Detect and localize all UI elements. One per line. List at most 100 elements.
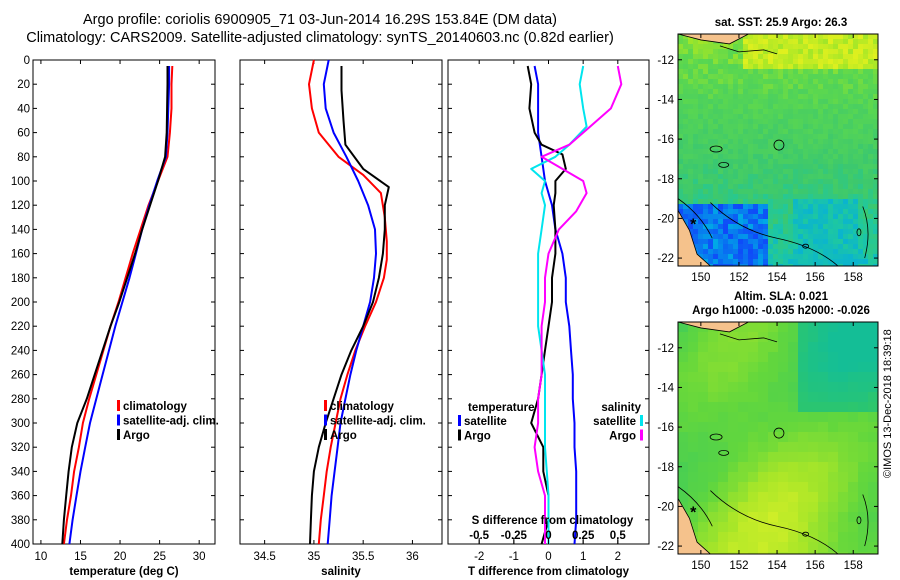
legend-salinity-title: salinity bbox=[601, 402, 641, 414]
depth-tick-label: 180 bbox=[11, 273, 30, 285]
legend-swatch bbox=[324, 400, 327, 411]
x-tick-label: 35.5 bbox=[352, 551, 374, 563]
lon-tick-label: 152 bbox=[729, 272, 748, 284]
depth-tick-label: 340 bbox=[11, 466, 30, 478]
reef-contour bbox=[856, 228, 862, 237]
differences-panel: -2 -1 0 1 2 T difference from climatology temp… bbox=[447, 59, 650, 578]
x-tick-label: 1 bbox=[580, 551, 586, 563]
sla-map-caption-line-2: Argo h1000: -0.035 h2000: -0.026 bbox=[692, 305, 870, 317]
reef-contour bbox=[862, 494, 869, 547]
x-tick-label: 2 bbox=[615, 551, 621, 563]
series-line-salinity-argo bbox=[533, 65, 623, 544]
differences-xlabel: T difference from climatology bbox=[468, 566, 630, 578]
lon-tick-label: 156 bbox=[806, 272, 825, 284]
lon-tick-label: 156 bbox=[806, 560, 825, 572]
salinity-axes-box bbox=[239, 59, 443, 545]
figure-title-line-1: Argo profile: coriolis 6900905_71 03-Jun… bbox=[83, 12, 557, 28]
depth-tick-label: 400 bbox=[11, 539, 30, 551]
s-diff-tick-label: 0.5 bbox=[610, 530, 627, 542]
lat-tick-label: -18 bbox=[657, 174, 674, 186]
legend-swatch bbox=[324, 414, 327, 426]
x-tick-label: 10 bbox=[35, 551, 48, 563]
legend-label: satellite bbox=[464, 416, 507, 428]
reef-contour bbox=[718, 449, 730, 456]
reef-contour bbox=[856, 516, 862, 525]
lat-tick-label: -12 bbox=[657, 343, 674, 355]
legend-label: climatology bbox=[123, 401, 188, 413]
depth-tick-label: 80 bbox=[17, 152, 30, 164]
s-diff-tick-label: 0 bbox=[545, 530, 551, 542]
x-tick-label: 36 bbox=[406, 551, 419, 563]
lat-tick-label: -18 bbox=[657, 462, 674, 474]
land-new-guinea bbox=[678, 322, 749, 333]
x-tick-label: 20 bbox=[114, 551, 127, 563]
depth-tick-label: 360 bbox=[11, 491, 30, 503]
legend-label: Argo bbox=[123, 430, 150, 442]
depth-tick-label: 140 bbox=[11, 224, 30, 236]
depth-tick-label: 300 bbox=[11, 418, 30, 430]
legend-swatch bbox=[324, 429, 327, 440]
reef-contour bbox=[678, 198, 713, 239]
sla-map: * 150 152 154 156 158 -12 -14 -16 -18 -20 -22 bbox=[657, 321, 879, 572]
temperature-panel: 0 20 40 60 80 100 120 140 160 180 200 220 240 260 280 3… bbox=[11, 55, 219, 578]
series-line-temperature-argo bbox=[526, 65, 567, 545]
sst-map-caption: sat. SST: 25.9 Argo: 26.3 bbox=[714, 17, 848, 29]
lat-tick-label: -16 bbox=[657, 422, 674, 434]
depth-tick-label: 160 bbox=[11, 249, 30, 261]
salinity-xlabel: salinity bbox=[321, 566, 361, 578]
lon-tick-label: 154 bbox=[767, 560, 787, 572]
series-line-temperature-satellite bbox=[533, 65, 578, 545]
sst-map: * 150 152 154 156 158 -12 -14 -16 -18 -20 -22 bbox=[657, 33, 879, 284]
lat-tick-label: -16 bbox=[657, 134, 674, 146]
depth-tick-label: 200 bbox=[11, 297, 30, 309]
x-tick-label: -1 bbox=[509, 551, 519, 563]
legend-temperature-argo: Argo bbox=[458, 429, 491, 443]
legend-swatch bbox=[640, 429, 643, 441]
legend-label: satellite-adj. clim. bbox=[123, 416, 219, 428]
x-tick-label: 34.5 bbox=[253, 551, 275, 563]
x-tick-label: 15 bbox=[74, 551, 87, 563]
legend-swatch bbox=[640, 415, 643, 426]
reef-contour bbox=[802, 243, 810, 249]
lat-tick-label: -20 bbox=[657, 501, 674, 513]
reef-contour bbox=[710, 202, 839, 266]
lon-tick-label: 152 bbox=[729, 560, 748, 572]
legend-label: satellite-adj. clim. bbox=[330, 416, 426, 428]
temperature-axes-box bbox=[32, 59, 216, 545]
temperature-xlabel: temperature (deg C) bbox=[69, 566, 178, 578]
series-line-argo bbox=[61, 66, 169, 545]
x-tick-label: 0 bbox=[545, 551, 551, 563]
sla-map-frame bbox=[677, 321, 879, 555]
s-diff-tick-label: 0.25 bbox=[572, 530, 595, 542]
depth-tick-label: 0 bbox=[24, 55, 30, 67]
legend-item-satellite-adj-clim-: satellite-adj. clim. bbox=[324, 414, 426, 428]
lon-tick-label: 150 bbox=[691, 272, 710, 284]
legend-swatch bbox=[117, 414, 120, 426]
lat-tick-label: -22 bbox=[657, 541, 674, 553]
lon-tick-label: 150 bbox=[691, 560, 710, 572]
reef-contour bbox=[710, 490, 839, 554]
legend-label: Argo bbox=[609, 431, 636, 443]
legend-temperature-title: temperature bbox=[468, 402, 534, 414]
reef-contour bbox=[718, 161, 730, 168]
reef-contour bbox=[678, 486, 713, 527]
legend-label: Argo bbox=[464, 431, 491, 443]
legend-item-climatology: climatology bbox=[117, 400, 188, 413]
figure-title-line-2: Climatology: CARS2009. Satellite-adjuste… bbox=[26, 30, 614, 46]
s-difference-axis-label: S difference from climatology bbox=[472, 515, 634, 527]
depth-tick-label: 280 bbox=[11, 394, 30, 406]
sst-map-field: * bbox=[678, 34, 878, 266]
depth-tick-label: 260 bbox=[11, 370, 30, 382]
reef-contour bbox=[719, 333, 778, 343]
lon-tick-label: 158 bbox=[844, 272, 863, 284]
legend-temperature-satellite: satellite bbox=[458, 415, 507, 428]
reef-contour bbox=[709, 433, 723, 441]
depth-tick-label: 240 bbox=[11, 345, 30, 357]
legend-salinity-argo: Argo bbox=[609, 429, 643, 443]
x-tick-label: 35 bbox=[308, 551, 321, 563]
legend-swatch bbox=[458, 429, 461, 441]
reef-contour bbox=[773, 139, 785, 151]
reef-contour bbox=[773, 427, 785, 439]
reef-contour bbox=[709, 145, 723, 153]
